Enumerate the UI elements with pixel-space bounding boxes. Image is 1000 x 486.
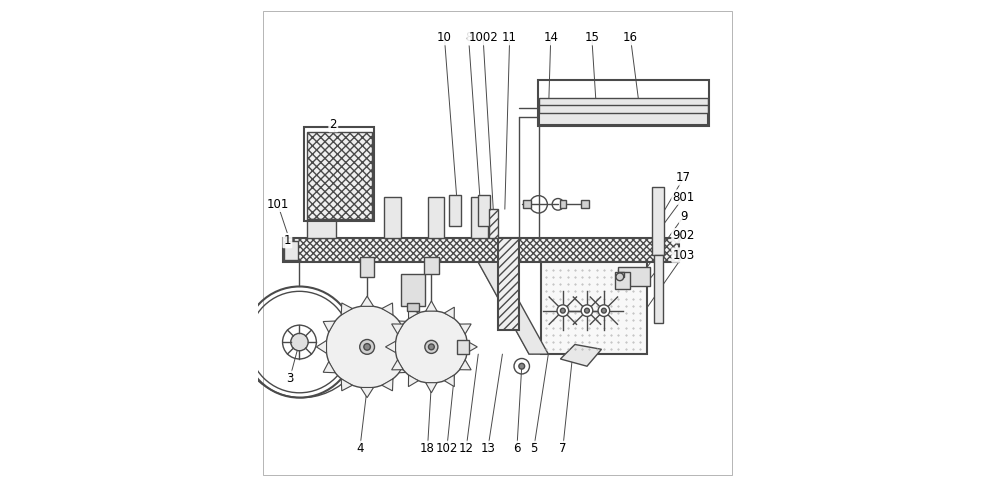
Circle shape — [291, 333, 308, 351]
Bar — [428, 197, 444, 238]
Polygon shape — [399, 321, 411, 332]
Circle shape — [364, 344, 370, 350]
Text: 2: 2 — [330, 118, 337, 131]
Bar — [384, 197, 401, 238]
Polygon shape — [382, 379, 393, 391]
Polygon shape — [408, 307, 418, 319]
Bar — [307, 132, 372, 219]
Text: 103: 103 — [672, 248, 695, 261]
Bar — [538, 80, 709, 126]
Polygon shape — [341, 379, 352, 391]
Polygon shape — [361, 387, 374, 398]
Polygon shape — [460, 324, 471, 334]
Polygon shape — [392, 324, 403, 334]
Bar — [304, 127, 374, 221]
Text: 1: 1 — [284, 234, 291, 247]
Bar — [449, 195, 461, 226]
Bar — [539, 108, 708, 124]
Polygon shape — [478, 262, 548, 354]
Bar — [307, 219, 336, 238]
Polygon shape — [426, 301, 437, 311]
Bar — [560, 201, 566, 208]
Text: 102: 102 — [436, 442, 458, 455]
Bar — [407, 303, 419, 311]
Text: 6: 6 — [513, 442, 521, 455]
Text: 15: 15 — [584, 31, 599, 44]
Polygon shape — [323, 362, 335, 373]
Text: 12: 12 — [459, 442, 474, 455]
Bar — [652, 188, 664, 255]
Bar — [478, 195, 490, 226]
Polygon shape — [399, 362, 411, 373]
Text: 14: 14 — [543, 31, 558, 44]
Text: 18: 18 — [420, 442, 435, 455]
Text: 4: 4 — [356, 442, 364, 455]
Text: 7: 7 — [559, 442, 567, 455]
Text: 11: 11 — [502, 31, 517, 44]
Circle shape — [557, 305, 569, 316]
Bar — [581, 201, 589, 208]
Polygon shape — [460, 360, 471, 370]
Circle shape — [395, 311, 468, 383]
Text: 3: 3 — [286, 372, 293, 385]
Circle shape — [360, 340, 375, 354]
Bar — [618, 272, 624, 277]
Bar — [618, 267, 650, 286]
Circle shape — [598, 305, 610, 316]
Bar — [539, 103, 708, 113]
Polygon shape — [316, 341, 327, 353]
Circle shape — [428, 344, 434, 350]
Bar — [523, 201, 531, 208]
Circle shape — [581, 305, 593, 316]
Polygon shape — [392, 360, 403, 370]
Circle shape — [326, 306, 408, 388]
Polygon shape — [408, 375, 418, 387]
Text: 1002: 1002 — [468, 31, 498, 44]
Circle shape — [425, 340, 438, 353]
Polygon shape — [323, 321, 335, 332]
Bar — [615, 272, 630, 289]
Bar — [541, 262, 647, 354]
Bar — [498, 238, 519, 330]
Text: 13: 13 — [480, 442, 495, 455]
Text: 8: 8 — [465, 31, 472, 44]
Text: 801: 801 — [672, 191, 695, 204]
Text: 9: 9 — [680, 210, 687, 223]
Bar — [360, 258, 374, 277]
Circle shape — [519, 364, 525, 369]
Bar — [284, 241, 298, 260]
Text: 902: 902 — [672, 229, 695, 242]
Circle shape — [616, 273, 624, 281]
Text: 17: 17 — [676, 171, 691, 184]
Polygon shape — [444, 375, 454, 387]
Bar — [457, 340, 469, 354]
Circle shape — [585, 308, 589, 313]
Text: 5: 5 — [530, 442, 538, 455]
Circle shape — [560, 308, 565, 313]
Text: 101: 101 — [267, 198, 289, 211]
Bar — [654, 255, 663, 323]
Bar — [401, 275, 425, 306]
Polygon shape — [382, 303, 393, 315]
Polygon shape — [560, 345, 601, 366]
Bar — [539, 98, 708, 105]
Polygon shape — [467, 341, 477, 352]
Text: 16: 16 — [623, 31, 638, 44]
Bar — [489, 209, 498, 238]
Circle shape — [601, 308, 606, 313]
Polygon shape — [385, 341, 396, 352]
Polygon shape — [408, 341, 418, 353]
Polygon shape — [341, 303, 352, 315]
Bar — [283, 238, 679, 262]
Polygon shape — [426, 382, 437, 393]
Bar — [424, 258, 439, 275]
Polygon shape — [444, 307, 454, 319]
Polygon shape — [361, 296, 374, 306]
Text: 10: 10 — [437, 31, 452, 44]
Bar — [471, 197, 488, 238]
